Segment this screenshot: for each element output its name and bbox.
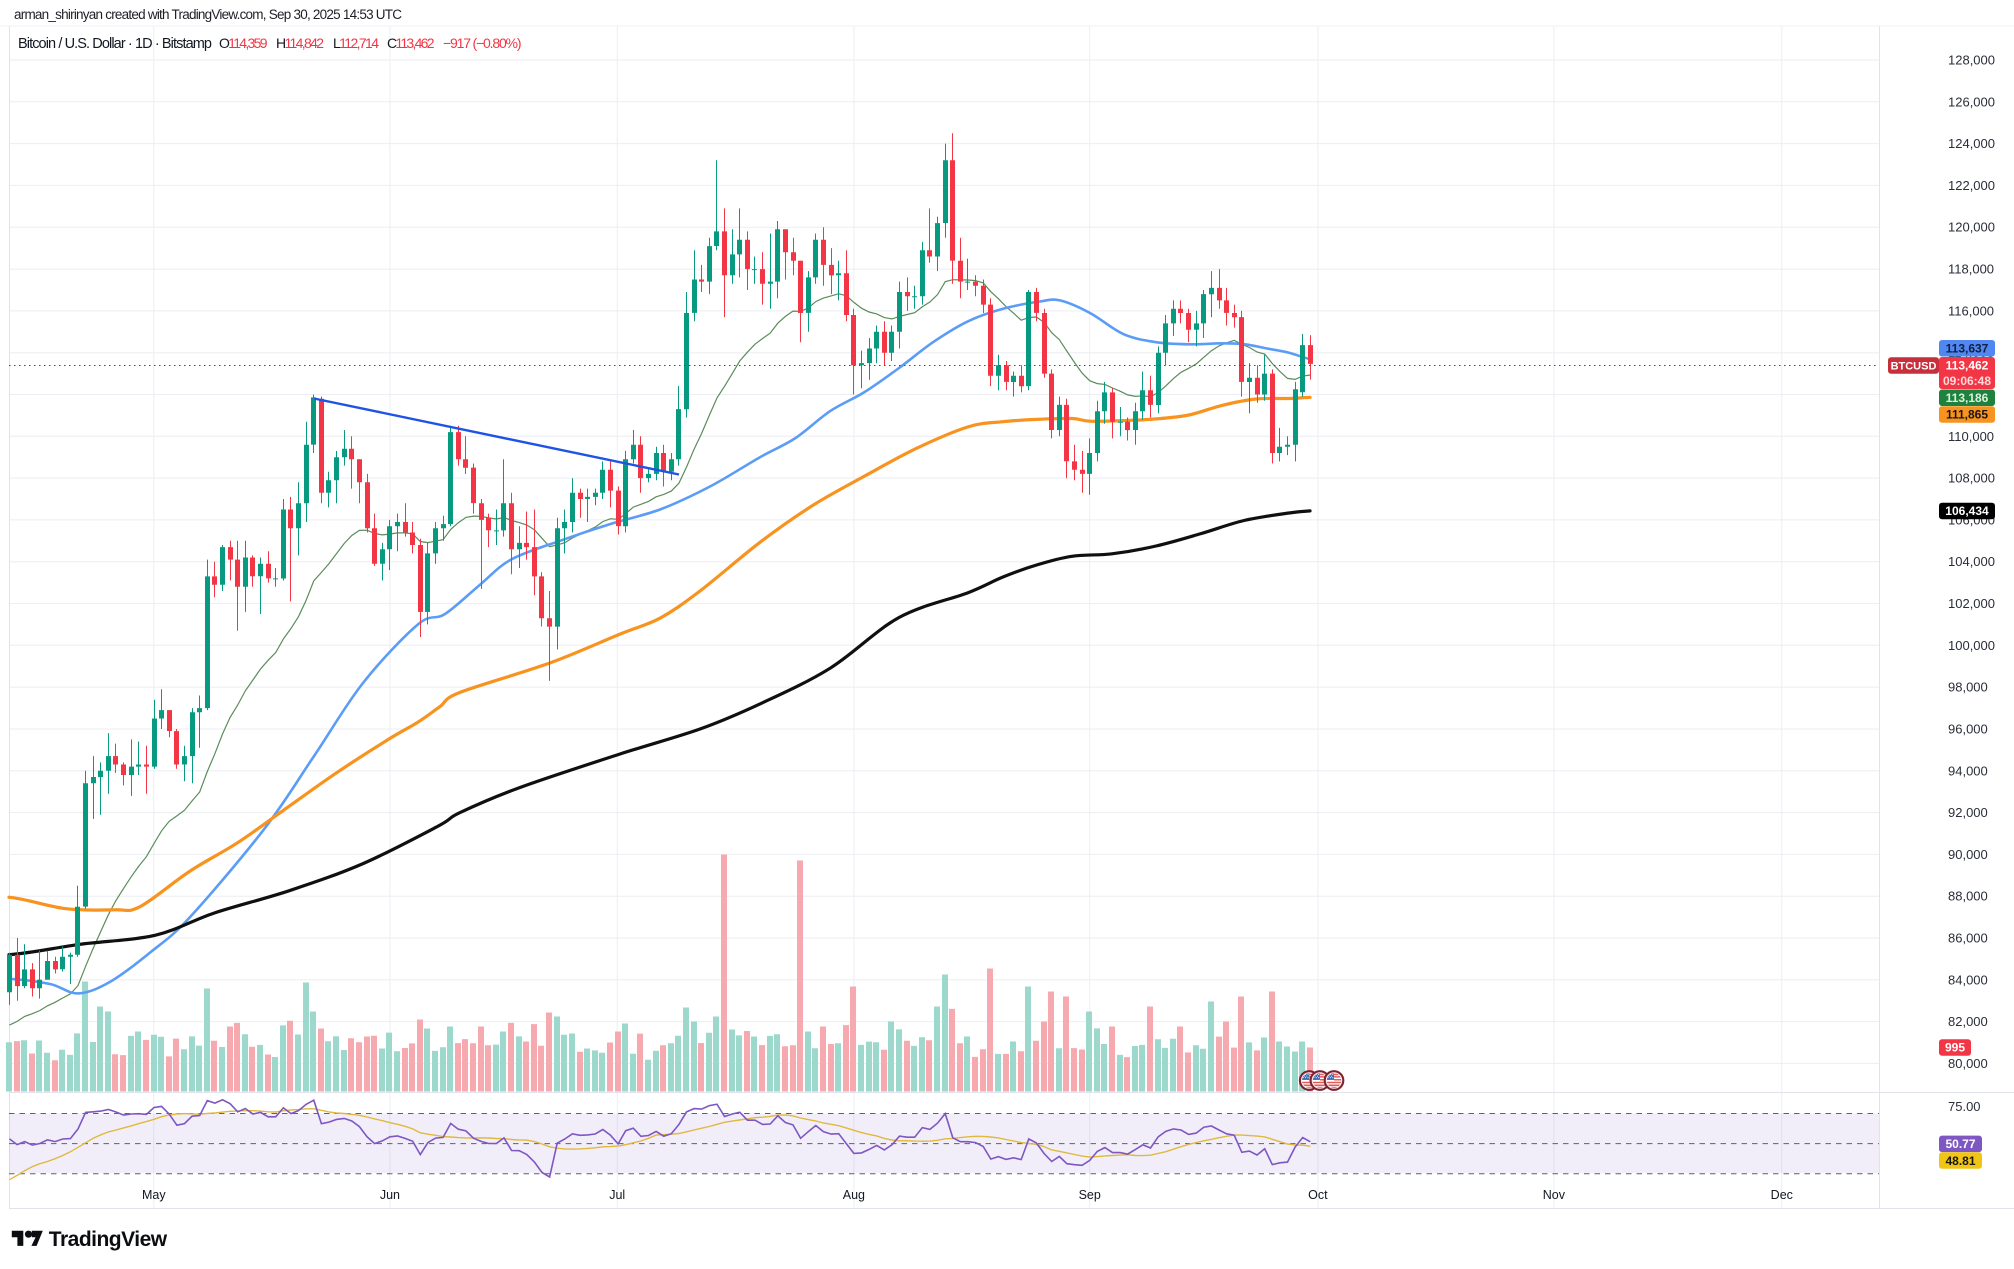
svg-text:113,462: 113,462 [1946,359,1989,373]
svg-text:96,000: 96,000 [1948,722,1988,737]
svg-text:120,000: 120,000 [1948,220,1995,235]
svg-text:113,637: 113,637 [1946,342,1989,356]
svg-text:Nov: Nov [1543,1188,1566,1202]
svg-text:102,000: 102,000 [1948,596,1995,611]
svg-text:116,000: 116,000 [1948,303,1994,318]
svg-text:110,000: 110,000 [1948,429,1994,444]
svg-text:118,000: 118,000 [1948,262,1994,277]
svg-text:O114,359: O114,359 [219,35,268,51]
svg-text:100,000: 100,000 [1948,638,1995,653]
svg-text:128,000: 128,000 [1948,53,1995,68]
svg-text:94,000: 94,000 [1948,763,1988,778]
svg-text:88,000: 88,000 [1948,889,1988,904]
svg-text:75.00: 75.00 [1948,1099,1981,1114]
svg-text:80,000: 80,000 [1948,1056,1988,1071]
svg-text:TradingView: TradingView [49,1228,168,1251]
svg-text:86,000: 86,000 [1948,931,1988,946]
svg-text:48.81: 48.81 [1945,1154,1975,1168]
svg-text:−917 (−0.80%): −917 (−0.80%) [443,35,522,51]
svg-text:Bitcoin / U.S. Dollar · 1D · B: Bitcoin / U.S. Dollar · 1D · Bitstamp [18,36,212,52]
svg-text:C113,462: C113,462 [387,35,435,51]
svg-text:09:06:48: 09:06:48 [1943,374,1991,388]
svg-text:92,000: 92,000 [1948,805,1988,820]
svg-text:May: May [142,1188,166,1202]
svg-text:Oct: Oct [1308,1188,1328,1202]
svg-text:111,865: 111,865 [1946,408,1988,422]
svg-text:98,000: 98,000 [1948,680,1988,695]
svg-text:L112,714: L112,714 [333,35,379,51]
svg-text:84,000: 84,000 [1948,972,1988,987]
svg-text:90,000: 90,000 [1948,847,1988,862]
svg-text:104,000: 104,000 [1948,554,1995,569]
svg-text:Dec: Dec [1771,1188,1793,1202]
svg-text:Jul: Jul [609,1188,625,1202]
svg-text:82,000: 82,000 [1948,1014,1988,1029]
svg-text:108,000: 108,000 [1948,471,1995,486]
svg-text:Jun: Jun [380,1188,400,1202]
svg-text:H114,842: H114,842 [276,35,324,51]
svg-text:BTCUSD: BTCUSD [1891,361,1937,373]
svg-text:Aug: Aug [843,1188,865,1202]
svg-text:50.77: 50.77 [1945,1137,1975,1151]
svg-text:Sep: Sep [1079,1188,1101,1202]
svg-text:995: 995 [1945,1041,1965,1055]
svg-text:113,186: 113,186 [1946,391,1989,405]
svg-text:126,000: 126,000 [1948,94,1995,109]
svg-text:106,434: 106,434 [1945,504,1989,518]
svg-text:arman_shirinyan created with T: arman_shirinyan created with TradingView… [14,7,402,22]
svg-text:124,000: 124,000 [1948,136,1995,151]
svg-text:122,000: 122,000 [1948,178,1995,193]
